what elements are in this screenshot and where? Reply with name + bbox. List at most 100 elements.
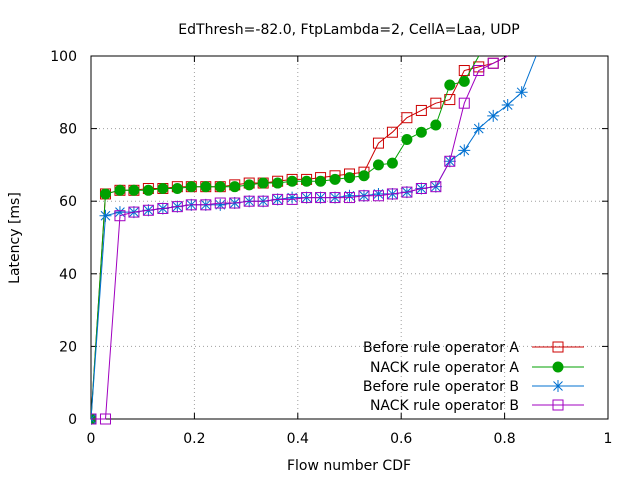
data-point [344,192,355,204]
data-point [171,201,183,213]
grid-lines [91,56,608,419]
data-point [185,199,197,211]
legend-marker [552,361,564,373]
data-point [458,65,470,77]
data-point [401,133,413,145]
data-point [415,104,427,116]
data-point [386,188,398,200]
data-point [372,137,384,149]
series-layer [91,55,537,425]
data-point [358,170,370,182]
data-point [444,79,456,91]
data-point [444,155,456,167]
data-point [415,182,427,194]
data-point [243,179,255,191]
data-point [487,57,499,69]
data-point [99,413,111,425]
data-point [487,109,500,122]
data-point [458,75,470,87]
data-point [430,119,442,131]
data-point [315,192,327,204]
data-point [472,122,485,135]
data-point [200,181,212,193]
series-line [91,55,508,420]
data-point [386,126,398,138]
data-point [272,177,284,189]
data-point [142,204,154,216]
data-point [358,190,370,202]
data-point [286,175,298,187]
data-point [415,126,427,138]
data-point [91,413,97,425]
data-point [286,191,299,204]
data-point [401,186,413,198]
data-point [200,199,212,211]
y-tick-label: 80 [59,122,77,138]
data-point [214,181,226,193]
data-point [114,210,126,222]
data-point [257,177,269,189]
data-point [157,202,169,214]
x-tick-label: 0 [87,431,96,447]
y-axis-label: Latency [ms] [7,192,23,284]
chart-title: EdThresh=-82.0, FtpLambda=2, CellA=Laa, … [178,22,519,38]
legend-marker [552,399,564,411]
data-point [257,195,269,207]
series-2 [91,55,480,425]
y-tick-label: 0 [68,412,77,428]
legend-marker [552,341,564,353]
data-point [142,184,154,196]
x-tick-label: 0.4 [287,431,309,447]
data-point [430,97,442,109]
data-point [430,181,442,193]
x-axis-label: Flow number CDF [287,458,411,474]
legend-label: NACK rule operator A [370,360,519,376]
data-point [301,192,313,204]
legend-label: NACK rule operator B [370,398,519,414]
data-point [343,189,356,202]
data-point [501,99,514,112]
y-tick-label: 100 [50,49,77,65]
data-point [286,193,298,205]
data-point [128,206,140,218]
data-point [128,184,140,196]
data-point [515,86,528,99]
data-point [157,182,169,194]
data-point [301,175,313,187]
legend-label: Before rule operator B [363,379,519,395]
data-point [272,193,284,205]
data-point [401,112,413,124]
legend-marker [552,380,564,392]
data-point [329,173,341,185]
legend-label: Before rule operator A [363,340,519,356]
x-tick-label: 0.8 [493,431,515,447]
data-point [372,159,384,171]
data-point [171,182,183,194]
x-tick-label: 1 [604,431,613,447]
data-point [243,195,255,207]
legend: Before rule operator A NACK rule operator… [363,340,584,414]
data-point [229,197,241,209]
series-4 [91,55,508,425]
x-tick-label: 0.2 [183,431,205,447]
y-tick-label: 40 [59,267,77,283]
series-line [91,55,480,420]
data-point [99,209,112,222]
data-point [214,197,226,209]
data-point [372,187,385,200]
data-point [185,181,197,193]
data-point [386,157,398,169]
data-point [114,184,126,196]
data-point [458,144,471,157]
y-tick-label: 20 [59,339,77,355]
plot-frame [90,55,609,420]
x-tick-label: 0.6 [390,431,412,447]
data-point [344,172,355,184]
data-point [113,206,126,219]
data-point [315,175,327,187]
data-point [214,198,227,211]
data-point [372,190,384,202]
data-point [229,181,241,193]
